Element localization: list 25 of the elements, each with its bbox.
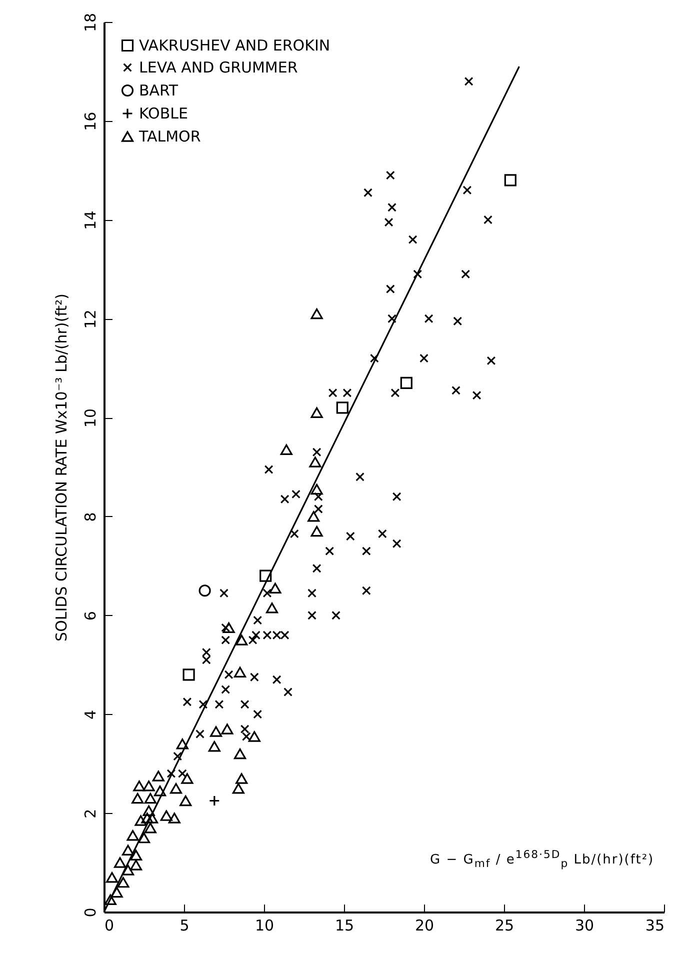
x-axis-title: G − G$_{mf}$ / e$^{168·5D}$$_{p}$ Lb/(hr)(ft²) <box>430 848 654 870</box>
y-tick-label: 0 <box>82 908 100 918</box>
x-tick-label: 25 <box>494 916 514 934</box>
y-tick-label: 16 <box>82 112 100 131</box>
x-tick-label: 10 <box>254 916 274 934</box>
legend-label: TALMOR <box>138 128 201 146</box>
y-tick-label: 8 <box>82 512 100 522</box>
y-tick-label: 2 <box>82 808 100 818</box>
x-tick-label: 5 <box>180 916 190 934</box>
x-tick-label: 15 <box>334 916 354 934</box>
y-axis-title: SOLIDS CIRCULATION RATE Wx10⁻³ Lb/(hr)(ft²) <box>52 294 70 642</box>
x-tick-label: 0 <box>104 916 114 934</box>
y-tick-label: 14 <box>82 210 100 230</box>
y-tick-label: 18 <box>82 12 100 32</box>
legend-label: LEVA AND GRUMMER <box>139 58 298 76</box>
x-tick-label: 20 <box>414 916 434 934</box>
x-tick-label: 30 <box>574 916 594 934</box>
y-tick-label: 4 <box>82 710 100 720</box>
y-tick-label: 10 <box>82 408 100 428</box>
x-tick-label: 35 <box>645 916 664 934</box>
legend-label: VAKRUSHEV AND EROKIN <box>139 36 330 54</box>
legend-label: KOBLE <box>139 104 188 122</box>
legend-label: BART <box>139 82 179 100</box>
y-tick-label: 6 <box>82 611 100 621</box>
y-tick-label: 12 <box>82 310 100 329</box>
